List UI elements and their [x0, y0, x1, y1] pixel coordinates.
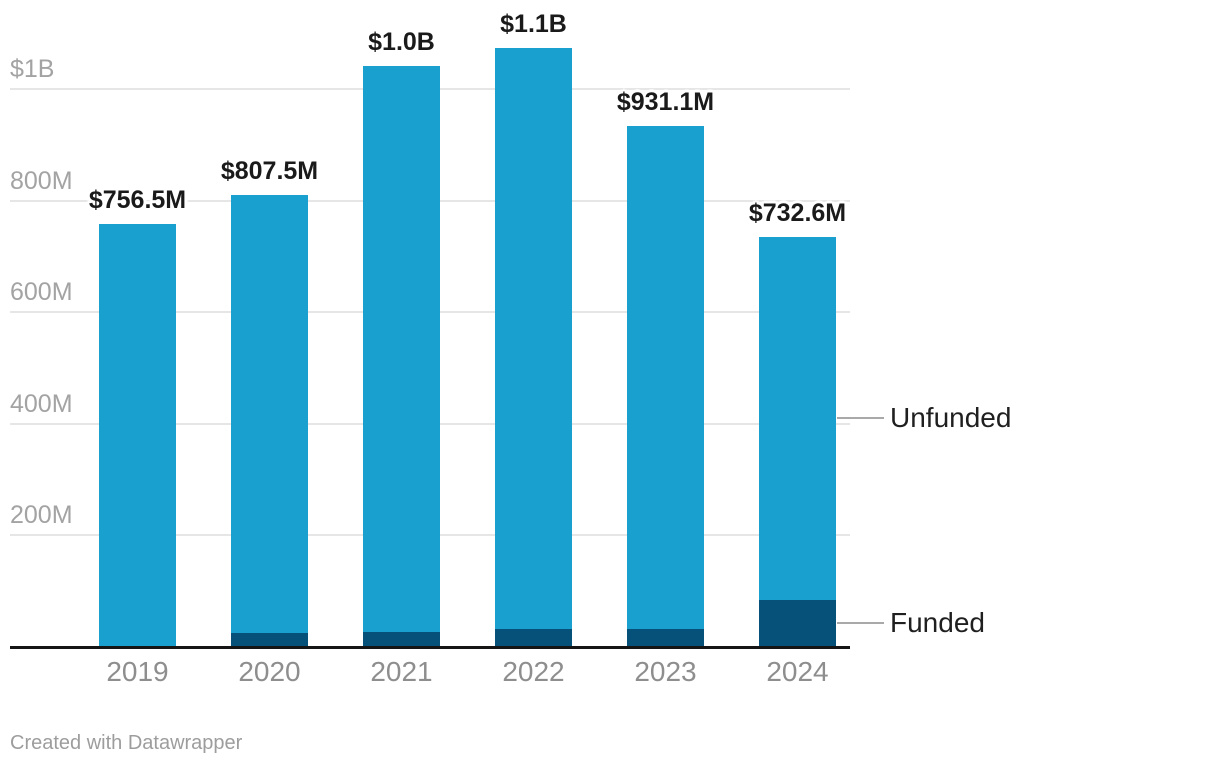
- bar-segment-unfunded-2024[interactable]: [759, 237, 836, 600]
- bar-segment-funded-2024[interactable]: [759, 600, 836, 646]
- x-axis-tick-label-2020: 2020: [238, 656, 301, 687]
- bar-total-label-2024: $732.6M: [748, 199, 847, 227]
- legend-line-unfunded: [837, 417, 884, 419]
- x-axis-tick-label-2023: 2023: [634, 656, 697, 687]
- bar-segment-unfunded-2019[interactable]: [99, 224, 176, 646]
- legend-label-unfunded: Unfunded: [890, 402, 1012, 433]
- bar-total-label-2023: $931.1M: [616, 88, 715, 116]
- bar-total-label-2019: $756.5M: [88, 186, 187, 214]
- y-axis-tick-label-600M: 600M: [10, 278, 73, 306]
- bar-segment-funded-2022[interactable]: [495, 629, 572, 646]
- y-axis-tick-label-400M: 400M: [10, 390, 73, 418]
- y-axis-tick-label-800M: 800M: [10, 167, 73, 195]
- bar-total-label-2021: $1.0B: [368, 28, 435, 56]
- x-axis-tick-label-2022: 2022: [502, 656, 565, 687]
- x-axis-tick-label-2021: 2021: [370, 656, 433, 687]
- bar-segment-unfunded-2022[interactable]: [495, 48, 572, 629]
- bar-segment-funded-2023[interactable]: [627, 629, 704, 646]
- bar-total-label-2022: $1.1B: [500, 10, 567, 38]
- x-axis-tick-label-2024: 2024: [766, 656, 829, 687]
- y-axis-tick-label-200M: 200M: [10, 501, 73, 529]
- bar-total-label-2020: $807.5M: [220, 157, 319, 185]
- x-axis-line: [10, 646, 850, 649]
- legend-label-funded: Funded: [890, 607, 985, 638]
- legend-line-funded: [837, 622, 884, 624]
- datawrapper-credit-link[interactable]: Created with Datawrapper: [10, 732, 243, 754]
- x-axis-tick-label-2019: 2019: [106, 656, 169, 687]
- y-axis-tick-label-$1B: $1B: [10, 55, 55, 83]
- bar-segment-unfunded-2021[interactable]: [363, 66, 440, 632]
- bar-segment-funded-2020[interactable]: [231, 633, 308, 646]
- bar-segment-unfunded-2023[interactable]: [627, 126, 704, 629]
- bar-segment-funded-2021[interactable]: [363, 632, 440, 646]
- bar-segment-unfunded-2020[interactable]: [231, 195, 308, 633]
